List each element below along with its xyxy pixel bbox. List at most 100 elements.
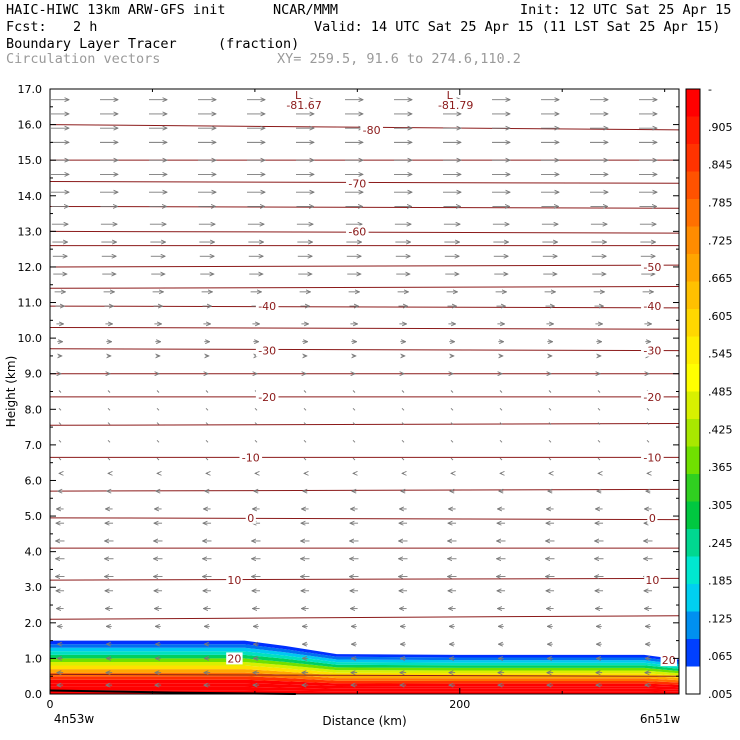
contour-label-bg bbox=[647, 511, 658, 524]
tracer-band bbox=[50, 662, 679, 676]
colorbar-label: .065 bbox=[708, 650, 733, 663]
colorbar-label: .125 bbox=[708, 612, 733, 625]
wind-vector bbox=[58, 407, 62, 411]
contour-label-bg bbox=[346, 225, 369, 238]
y-tick-label: 1.0 bbox=[25, 652, 43, 665]
wind-vector bbox=[401, 457, 405, 461]
tracer-band bbox=[50, 644, 679, 665]
contour-label: -20 bbox=[258, 391, 276, 404]
wind-vector bbox=[450, 407, 454, 411]
contour-label-bg bbox=[226, 574, 243, 587]
colorbar-label: .005 bbox=[708, 688, 733, 701]
tracer-band bbox=[50, 679, 679, 688]
colorbar-swatch bbox=[686, 666, 700, 695]
colorbar-swatch bbox=[686, 501, 700, 530]
wind-vector bbox=[597, 440, 601, 443]
y-tick-label: 7.0 bbox=[25, 439, 43, 452]
contour-label: 10 bbox=[645, 574, 659, 587]
wind-vector bbox=[597, 422, 601, 425]
colorbar-label: .185 bbox=[708, 575, 733, 588]
wind-vector bbox=[303, 422, 307, 425]
y-axis-title: Height (km) bbox=[4, 356, 18, 427]
low-marker: L bbox=[295, 89, 302, 102]
contour-label-bg bbox=[641, 390, 664, 403]
contour-label: -70 bbox=[348, 177, 366, 190]
colorbar-label: .545 bbox=[708, 348, 733, 361]
colorbar-swatch bbox=[686, 199, 700, 227]
contour-label-bg bbox=[283, 99, 325, 112]
contour-label: -10 bbox=[643, 451, 661, 464]
colorbar-swatch bbox=[686, 556, 700, 585]
plot-area: -81.67L-81.79L-80-70-60-50-40 -40-30 -30-2… bbox=[4, 83, 680, 728]
contour-label: 10 bbox=[227, 574, 241, 587]
contour-label-bg bbox=[641, 300, 664, 313]
wind-vector bbox=[254, 407, 258, 411]
model-title: HAIC-HIWC 13km ARW-GFS init bbox=[6, 2, 226, 18]
colorbar-swatch bbox=[686, 474, 700, 502]
colorbar-label: .845 bbox=[708, 159, 733, 172]
wind-vector bbox=[254, 422, 258, 425]
contour-label-bg bbox=[641, 260, 664, 273]
contour-label: -80 bbox=[363, 124, 381, 137]
wind-vector bbox=[107, 407, 111, 411]
colorbar-swatch bbox=[686, 281, 700, 310]
contour-label: -20 bbox=[643, 391, 661, 404]
colorbar-label: .365 bbox=[708, 461, 733, 474]
temperature-contour bbox=[50, 348, 679, 352]
wind-vector bbox=[58, 422, 62, 425]
colorbar-swatch bbox=[686, 336, 700, 365]
colorbar-label: .485 bbox=[708, 386, 733, 399]
colorbar-swatch bbox=[686, 309, 700, 337]
colorbar-label: .785 bbox=[708, 196, 733, 209]
tracer-band bbox=[50, 640, 679, 662]
wind-vector bbox=[205, 422, 209, 425]
wind-vector bbox=[548, 390, 552, 393]
contour-label: 0 bbox=[649, 512, 656, 525]
colorbar-frame bbox=[685, 88, 701, 695]
colorbar-swatch bbox=[686, 446, 700, 475]
wind-vector bbox=[499, 390, 503, 393]
wind-vector bbox=[205, 457, 209, 461]
wind-vector bbox=[352, 390, 356, 393]
contour-label-bg bbox=[255, 390, 279, 403]
contour-label-bg bbox=[660, 654, 677, 667]
temperature-contours bbox=[50, 124, 679, 677]
tracer-band bbox=[50, 658, 679, 674]
colorbar-swatch bbox=[686, 419, 700, 447]
colorbar-label: - bbox=[708, 83, 712, 96]
contour-label: -50 bbox=[643, 261, 661, 274]
wind-vector bbox=[401, 390, 405, 393]
y-tick-label: 13.0 bbox=[18, 225, 43, 238]
y-tick-label: 17.0 bbox=[18, 83, 43, 96]
contour-label-bg bbox=[255, 300, 279, 313]
wind-vector bbox=[401, 422, 405, 425]
contour-label-bg bbox=[641, 451, 664, 464]
wind-vector bbox=[548, 457, 552, 461]
wind-vector bbox=[156, 390, 160, 393]
wind-vector bbox=[597, 390, 601, 393]
wind-vector bbox=[58, 457, 62, 461]
y-tick-label: 3.0 bbox=[25, 581, 43, 594]
wind-vector bbox=[450, 422, 454, 425]
contour-label-bg bbox=[239, 451, 263, 464]
org-label: NCAR/MMM bbox=[273, 2, 339, 18]
y-tick-label: 12.0 bbox=[18, 261, 43, 274]
wind-vector bbox=[58, 390, 62, 393]
contour-label: -60 bbox=[348, 225, 366, 238]
wind-vector bbox=[646, 440, 650, 443]
wind-vector bbox=[646, 422, 650, 425]
wind-vector bbox=[597, 407, 601, 411]
circulation-vectors bbox=[51, 100, 657, 685]
wind-vector bbox=[352, 422, 356, 425]
colorbar-swatch bbox=[686, 639, 700, 667]
colorbar-swatch bbox=[686, 171, 700, 200]
colorbar-swatch bbox=[686, 226, 700, 255]
wind-vector bbox=[450, 390, 454, 393]
x-end-label: 6n51w bbox=[640, 712, 681, 726]
y-tick-label: 6.0 bbox=[25, 474, 43, 487]
contour-label: -81.79 bbox=[438, 99, 473, 112]
wind-vector bbox=[548, 407, 552, 411]
tracer-field bbox=[50, 640, 679, 694]
contour-label-bg bbox=[435, 99, 477, 112]
